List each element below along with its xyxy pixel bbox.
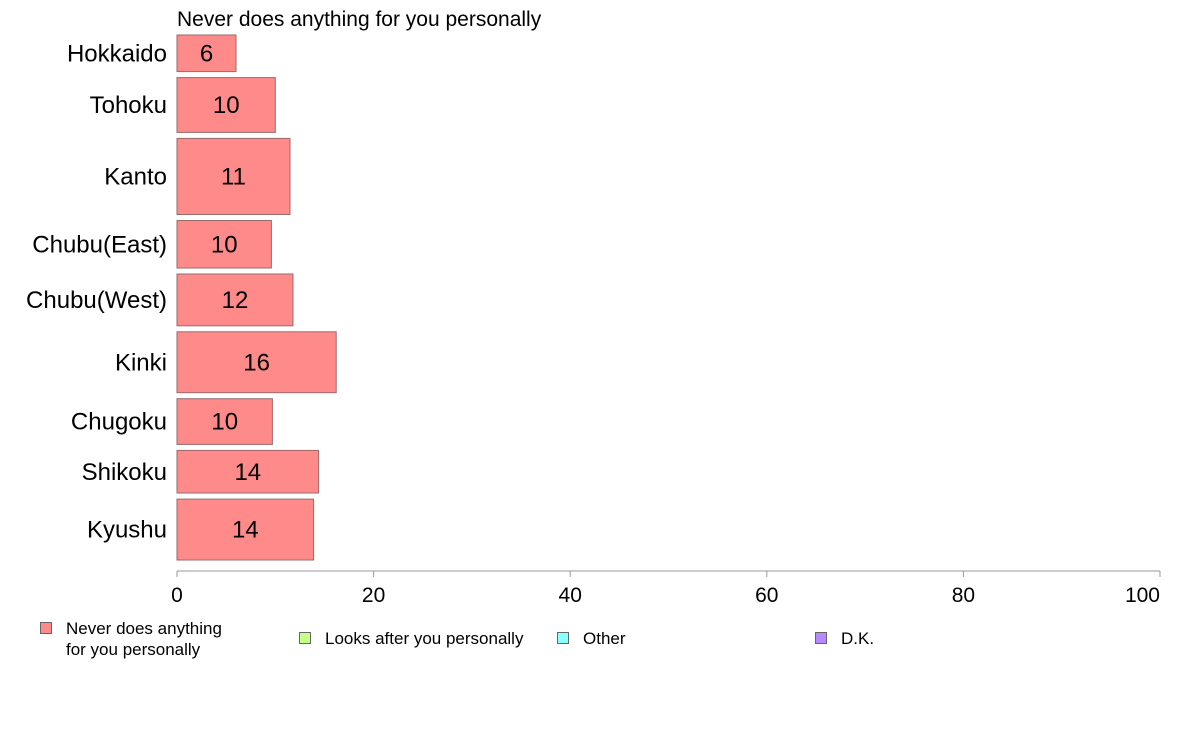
category-label: Kinki [115,349,167,376]
category-label: Hokkaido [67,40,167,67]
legend-item-never-does-anything: Never does anything for you personally [40,618,222,660]
legend-label: Other [583,629,626,648]
legend-swatch [299,632,311,644]
legend-item-looks-after-you: Looks after you personally [299,628,523,649]
category-label: Kyushu [87,517,167,544]
bar-hokkaido [176,34,237,73]
legend-swatch [815,632,827,644]
x-tick-label: 20 [362,584,385,607]
legend-label: Looks after you personally [325,629,524,648]
legend-swatch [40,622,52,634]
bar-chubu-west [176,273,294,327]
bar-chart: Never does anything for you personally H… [26,8,1161,607]
legend-label: Never does anything for you personally [66,619,222,659]
chart-title: Never does anything for you personally [177,8,542,31]
legend: Never does anything for you personally L… [0,618,1188,678]
category-label: Tohoku [90,92,167,119]
x-tick-label: 80 [952,584,975,607]
legend-label: D.K. [841,629,875,648]
bar-shikoku [176,449,320,494]
x-tick-label: 0 [171,584,183,607]
x-tick-label: 40 [559,584,582,607]
x-tick-label: 60 [755,584,778,607]
legend-swatch [557,632,569,644]
data-label: 14 [232,517,259,544]
bar-tohoku [176,77,276,133]
data-label: 16 [243,349,270,376]
data-label: 11 [221,164,246,191]
category-label: Chubu(West) [26,287,167,314]
bar-kanto [176,137,291,215]
data-label: 10 [211,409,238,436]
category-label: Kanto [104,164,167,191]
category-label: Chugoku [71,409,167,436]
data-label: 14 [234,459,261,486]
category-label: Chubu(East) [32,231,167,258]
bar-chubu-east [176,220,272,269]
category-label: Shikoku [82,459,167,486]
legend-item-other: Other [557,628,626,649]
bar-chugoku [176,398,273,445]
bars-group: Hokkaido 6 Tohoku 10 Kanto 11 Chubu(East) 10 Chu… [26,34,337,561]
data-label: 6 [200,40,213,67]
bar-kinki [176,331,337,394]
x-tick-label: 100 [1125,584,1160,607]
legend-item-dk: D.K. [815,628,874,649]
data-label: 10 [213,92,240,119]
bar-kyushu [176,498,315,561]
data-label: 10 [211,231,238,258]
x-axis: 0 20 40 60 80 100 [171,570,1161,607]
data-label: 12 [222,287,249,314]
